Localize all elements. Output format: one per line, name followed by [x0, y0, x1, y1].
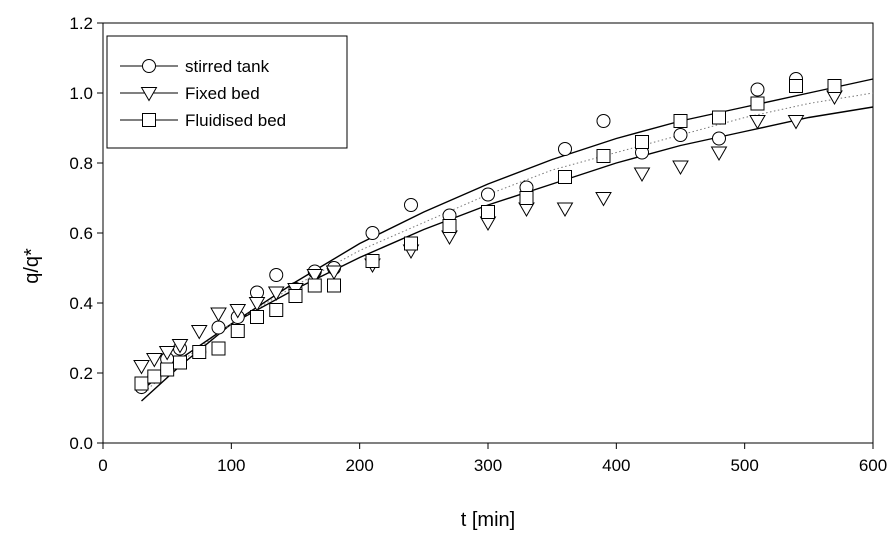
data-point-stirred-tank [673, 128, 688, 142]
data-point-fixed-bed [229, 303, 247, 319]
legend-label-fluidised-bed: Fluidised bed [185, 111, 286, 130]
data-point-fluidised-bed [519, 191, 534, 205]
y-tick-label: 0.8 [69, 154, 93, 173]
data-point-fixed-bed [210, 307, 227, 322]
data-point-fluidised-bed [134, 376, 149, 391]
x-tick-label: 0 [98, 456, 107, 475]
data-point-stirred-tank [558, 142, 572, 156]
x-axis-label: t [min] [461, 509, 515, 531]
data-point-fixed-bed [171, 338, 189, 354]
data-point-fluidised-bed [160, 362, 175, 377]
x-tick-label: 200 [345, 456, 373, 475]
legend: stirred tank Fixed bed Fluidised bed [106, 35, 348, 149]
data-point-fluidised-bed [307, 278, 322, 293]
data-point-fixed-bed [325, 265, 343, 280]
data-point-stirred-tank [712, 131, 726, 146]
y-tick-label: 0.2 [69, 364, 93, 383]
data-point-stirred-tank [404, 198, 418, 212]
data-point-fluidised-bed [147, 369, 162, 384]
data-point-fluidised-bed [442, 219, 457, 233]
data-point-fixed-bed [248, 296, 266, 312]
data-point-fluidised-bed [558, 170, 572, 184]
data-point-fluidised-bed [230, 324, 245, 338]
x-tick-label: 600 [859, 456, 887, 475]
data-point-fixed-bed [158, 345, 176, 361]
data-point-fluidised-bed [192, 345, 207, 359]
y-tick-label: 0.6 [69, 224, 93, 243]
data-point-fixed-bed [145, 352, 163, 368]
data-point-fluidised-bed [173, 355, 187, 370]
data-point-fixed-bed [749, 114, 766, 130]
data-point-fluidised-bed [327, 278, 341, 293]
data-point-fluidised-bed [481, 205, 495, 219]
y-axis-label: q/q* [21, 248, 43, 284]
data-point-fluidised-bed [712, 110, 726, 125]
data-point-fluidised-bed [250, 310, 264, 324]
data-point-fluidised-bed [827, 79, 842, 93]
data-point-stirred-tank [365, 226, 380, 240]
data-point-fixed-bed [672, 160, 689, 175]
data-point-stirred-tank [750, 82, 765, 97]
data-point-fixed-bed [556, 202, 574, 217]
y-tick-label: 1.2 [69, 14, 93, 33]
data-point-fluidised-bed [288, 289, 303, 303]
x-tick-label: 300 [474, 456, 502, 475]
x-tick-label: 100 [217, 456, 245, 475]
data-point-fluidised-bed [673, 114, 688, 128]
legend-marker-fixed-bed [140, 86, 158, 102]
data-point-stirred-tank [269, 268, 284, 282]
data-point-fluidised-bed [211, 341, 226, 356]
fit-line [141, 106, 874, 392]
x-tick-label: 500 [730, 456, 758, 475]
data-point-stirred-tank [481, 187, 495, 202]
data-point-fixed-bed [710, 146, 728, 161]
data-point-fixed-bed [595, 191, 612, 207]
data-point-fixed-bed [190, 324, 208, 340]
data-point-stirred-tank [596, 114, 611, 128]
data-point-fluidised-bed [404, 236, 418, 251]
data-markers [133, 72, 843, 394]
data-point-fluidised-bed [365, 254, 380, 268]
y-tick-label: 0.4 [69, 294, 93, 313]
legend-label-fixed-bed: Fixed bed [185, 84, 260, 103]
legend-marker-fluidised-bed [142, 113, 156, 127]
data-point-fixed-bed [133, 359, 150, 375]
data-point-fluidised-bed [269, 303, 284, 317]
data-point-fluidised-bed [750, 96, 765, 111]
data-point-fixed-bed [633, 167, 651, 182]
y-tick-label: 1.0 [69, 84, 93, 103]
data-point-fluidised-bed [635, 135, 649, 149]
legend-label-stirred-tank: stirred tank [185, 57, 270, 76]
legend-marker-stirred-tank [142, 59, 156, 73]
x-tick-label: 400 [602, 456, 630, 475]
data-point-fixed-bed [267, 286, 285, 301]
data-point-fixed-bed [787, 114, 805, 130]
data-point-fluidised-bed [789, 79, 803, 93]
y-tick-label: 0.0 [69, 434, 93, 453]
data-point-stirred-tank [211, 320, 226, 335]
axis-ticks: 0 100 200 300 400 500 600 0.0 0.2 0.4 0.6 0.8 1.0 1.2 [69, 14, 887, 475]
data-point-fixed-bed [306, 268, 324, 284]
data-point-fluidised-bed [596, 149, 611, 163]
